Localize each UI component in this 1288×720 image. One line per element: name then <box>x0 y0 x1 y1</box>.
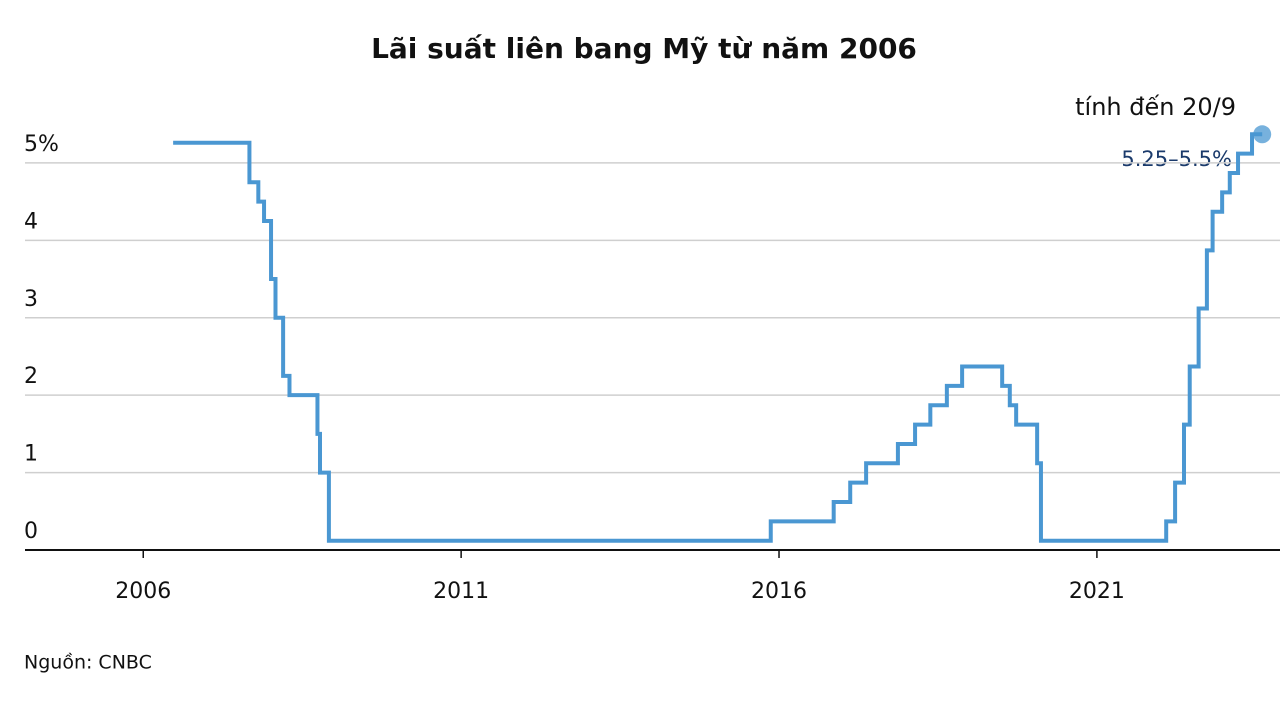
y-tick-label: 3 <box>24 287 38 312</box>
y-tick-label: 0 <box>24 519 38 544</box>
annotation: 5.25–5.5% <box>1121 147 1232 171</box>
x-tick-label: 2021 <box>1069 579 1125 604</box>
rate-line <box>173 132 1263 543</box>
end-marker <box>1253 125 1272 144</box>
annotation: tính đến 20/9 <box>1075 93 1236 121</box>
y-tick-label: 1 <box>24 442 38 467</box>
x-tick-label: 2006 <box>115 579 171 604</box>
x-tick-label: 2011 <box>433 579 489 604</box>
chart-title: Lãi suất liên bang Mỹ từ năm 2006 <box>371 32 917 65</box>
source: Nguồn: CNBC <box>24 652 152 674</box>
x-tick-label: 2016 <box>751 579 807 604</box>
y-tick-label: 2 <box>24 364 38 389</box>
y-tick-label: 5% <box>24 132 59 157</box>
y-tick-label: 4 <box>24 209 38 234</box>
